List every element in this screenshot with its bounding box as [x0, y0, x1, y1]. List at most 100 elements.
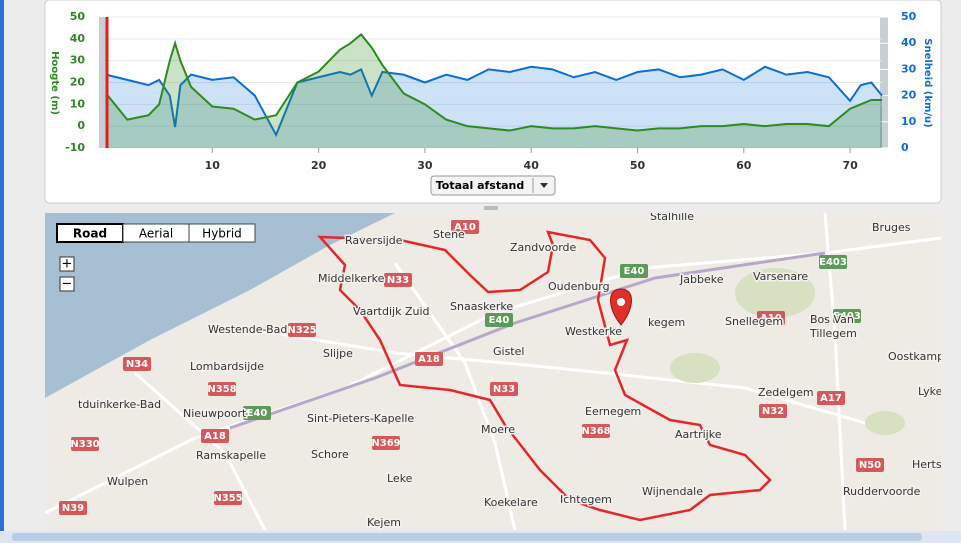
- y2-tick-label: 50: [901, 10, 917, 23]
- road-shield: [819, 255, 847, 269]
- road-label: N50: [859, 460, 881, 471]
- y2-tick-label: 10: [901, 115, 917, 128]
- right-bar: [880, 17, 888, 148]
- road-label: A17: [820, 393, 842, 404]
- marker[interactable]: [610, 288, 632, 326]
- hybrid-button[interactable]: [188, 223, 256, 243]
- road-label: N369: [371, 438, 400, 449]
- y2-tick-label: 30: [901, 62, 917, 75]
- place-label: Stene: [433, 228, 465, 241]
- place-label: Lombardsijde: [190, 360, 264, 373]
- chart-panel: [44, 0, 942, 204]
- window-edge: [0, 0, 4, 543]
- road-shield: [759, 404, 787, 418]
- zoom-out[interactable]: [59, 276, 75, 292]
- left-bar: [99, 17, 107, 148]
- road-shield: [201, 429, 229, 443]
- y-tick-label: 20: [70, 76, 86, 89]
- place-label: Sint-Pieters-Kapelle: [307, 412, 414, 425]
- place-label: Snaaskerke: [450, 300, 513, 313]
- y-tick-label: 50: [70, 10, 86, 23]
- y-axis-label: Hoogte (m): [49, 51, 60, 115]
- road-label: A10: [454, 222, 476, 233]
- road-label: N325: [287, 325, 316, 336]
- zoom-in[interactable]: [59, 256, 75, 272]
- place-label: Kejem: [367, 516, 401, 529]
- x-tick-label: 70: [842, 159, 858, 172]
- map[interactable]: A10 N33 E40 E403 A10 E403 N325 E40 A18 N34 N358 N33…: [45, 210, 961, 530]
- road-shield: [214, 491, 242, 505]
- button-label[interactable]: Aerial: [139, 227, 173, 241]
- y-tick-label: 10: [70, 97, 86, 110]
- place-label: Koekelare: [484, 496, 538, 509]
- place-label: Wulpen: [107, 475, 148, 488]
- place-label: Ichtegem: [560, 493, 612, 506]
- x-tick-label: 20: [311, 159, 327, 172]
- x-tick-label: 10: [205, 159, 221, 172]
- place-label: Raversijde: [345, 234, 403, 247]
- road-shield: [71, 437, 99, 451]
- road-shield: [451, 220, 479, 234]
- line: [105, 33, 882, 132]
- dropdown-box[interactable]: [430, 175, 556, 196]
- road-shield: [833, 309, 861, 323]
- y-tick-label: 30: [70, 54, 86, 67]
- y2-tick-label: 40: [901, 36, 917, 49]
- road-label: N358: [207, 384, 236, 395]
- button-label[interactable]: Hybrid: [202, 227, 242, 241]
- place-label: Oudenburg: [548, 280, 610, 293]
- place-label: Tillegem: [809, 327, 857, 340]
- place-label: Snellegem: [725, 315, 783, 328]
- road-shield: [288, 323, 316, 337]
- place-label: Jabbeke: [679, 273, 724, 286]
- dropdown-label[interactable]: Totaal afstand: [436, 179, 524, 192]
- place-label: Lykegem: [918, 385, 961, 398]
- road-shield: [123, 357, 151, 371]
- place-label: Aartrijke: [675, 428, 722, 441]
- place-label: Oostkamp: [888, 350, 944, 363]
- place-label: Stalhille: [650, 210, 694, 223]
- road-shield: [582, 424, 610, 438]
- x-tick-label: 60: [736, 159, 752, 172]
- place-label: Middelkerke: [318, 272, 385, 285]
- zoom-out-label[interactable]: −: [62, 277, 73, 292]
- y2-tick-label: 0: [901, 141, 909, 154]
- road-shield: [208, 382, 236, 396]
- place-label: Bos Van: [810, 313, 854, 326]
- y-tick-label: 0: [77, 119, 85, 132]
- place-label: Schore: [311, 448, 349, 461]
- map-type[interactable]: Road Aerial Hybrid: [56, 223, 256, 243]
- road-shield: [490, 382, 518, 396]
- splitter[interactable]: [484, 206, 498, 210]
- road-label: E40: [247, 408, 268, 419]
- shields: A10 N33 E40 E403 A10 E403 N325 E40 A18 N34 N358 N33…: [59, 220, 884, 515]
- place-label: Wijnendale: [642, 485, 703, 498]
- road-label: E403: [833, 311, 861, 322]
- x-tick-label: 30: [417, 159, 433, 172]
- road-shield: [415, 352, 443, 366]
- dropdown[interactable]: Totaal afstand: [430, 175, 556, 196]
- road-label: E403: [819, 257, 847, 268]
- area: [106, 34, 882, 148]
- y2-axis-label: Snelheid (km/u): [922, 38, 933, 127]
- place-label: Gistel: [493, 345, 524, 358]
- y-tick-label: -10: [65, 141, 85, 154]
- zoom-in-label[interactable]: +: [62, 257, 73, 272]
- button-label[interactable]: Road: [73, 227, 107, 241]
- road-shield: [856, 458, 884, 472]
- road-shield: [757, 311, 785, 325]
- road-shield: [59, 501, 87, 515]
- road-label: E40: [624, 266, 645, 277]
- place-label: Hertsb: [912, 458, 949, 471]
- marker-dot: [617, 298, 625, 306]
- road-label: A18: [418, 354, 440, 365]
- place-label: Varsenare: [753, 270, 808, 283]
- y2-tick-label: 20: [901, 89, 917, 102]
- place-label: Moere: [481, 423, 515, 436]
- place-label: Westende-Bad: [208, 323, 287, 336]
- road-label: A18: [204, 431, 226, 442]
- woods: [670, 268, 905, 435]
- scroll-thumb[interactable]: [12, 533, 922, 541]
